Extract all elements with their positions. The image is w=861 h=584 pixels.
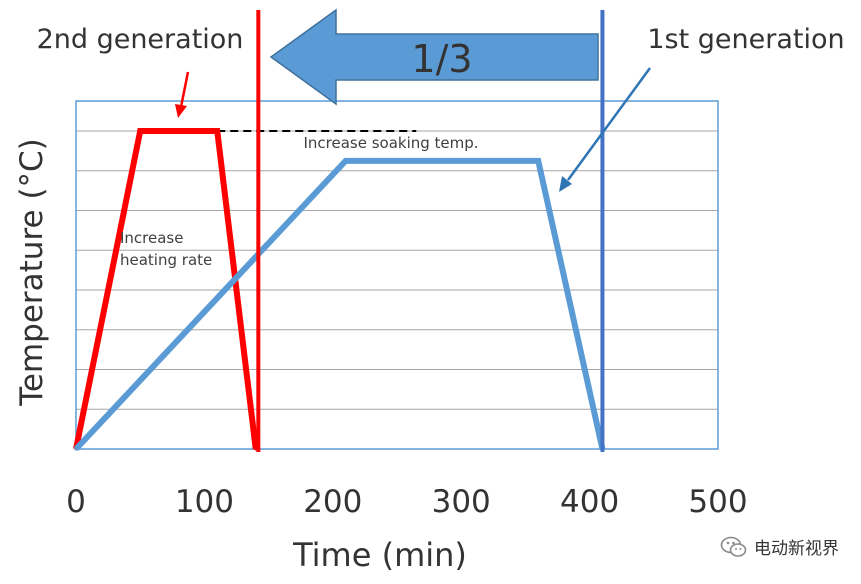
- vline-layer: [256, 10, 605, 452]
- pointer-1st-generation-line: [566, 67, 652, 181]
- series-1st-generation-point: [344, 159, 348, 163]
- watermark-text: 电动新视界: [754, 539, 839, 559]
- watermark: 电动新视界: [720, 534, 839, 559]
- label-1st-generation: 1st generation: [647, 24, 844, 55]
- heating-annotation-line1: Increase: [120, 229, 183, 247]
- grid: [76, 130, 718, 450]
- y-axis-label: Temperature (°C): [14, 138, 50, 407]
- pointer-1st-generation-head: [559, 176, 572, 192]
- series-2nd-generation-line: [73, 128, 259, 450]
- soaking-annotation: Increase soaking temp.: [303, 134, 478, 152]
- series-1st-generation-point: [536, 159, 540, 163]
- pointer-2nd-generation-line: [179, 71, 190, 108]
- x-tick-layer: 0 100 200 300 400 500: [66, 484, 747, 520]
- series-1st-generation-point: [74, 447, 78, 451]
- annotation-arrows: [175, 8, 652, 192]
- x-tick-label: 100: [175, 484, 234, 520]
- series-2nd-generation-point: [138, 129, 142, 133]
- label-2nd-generation: 2nd generation: [37, 24, 244, 55]
- x-tick-label: 400: [560, 484, 619, 520]
- ratio-arrow: [269, 8, 599, 106]
- wechat-icon: [720, 536, 747, 557]
- x-tick-label: 500: [688, 484, 747, 520]
- series-1st-generation-line: [73, 157, 606, 452]
- series-layer: [73, 128, 606, 452]
- heating-annotation-line2: heating rate: [120, 251, 212, 269]
- series-2nd-generation-point: [215, 129, 219, 133]
- x-tick-label: 300: [432, 484, 491, 520]
- x-tick-label: 200: [303, 484, 362, 520]
- ratio-label: 1/3: [411, 37, 472, 81]
- pointer-2nd-generation-head: [175, 104, 187, 118]
- x-tick-label: 0: [66, 484, 86, 520]
- plot-frame: [75, 100, 719, 450]
- x-axis-label: Time (min): [292, 536, 467, 574]
